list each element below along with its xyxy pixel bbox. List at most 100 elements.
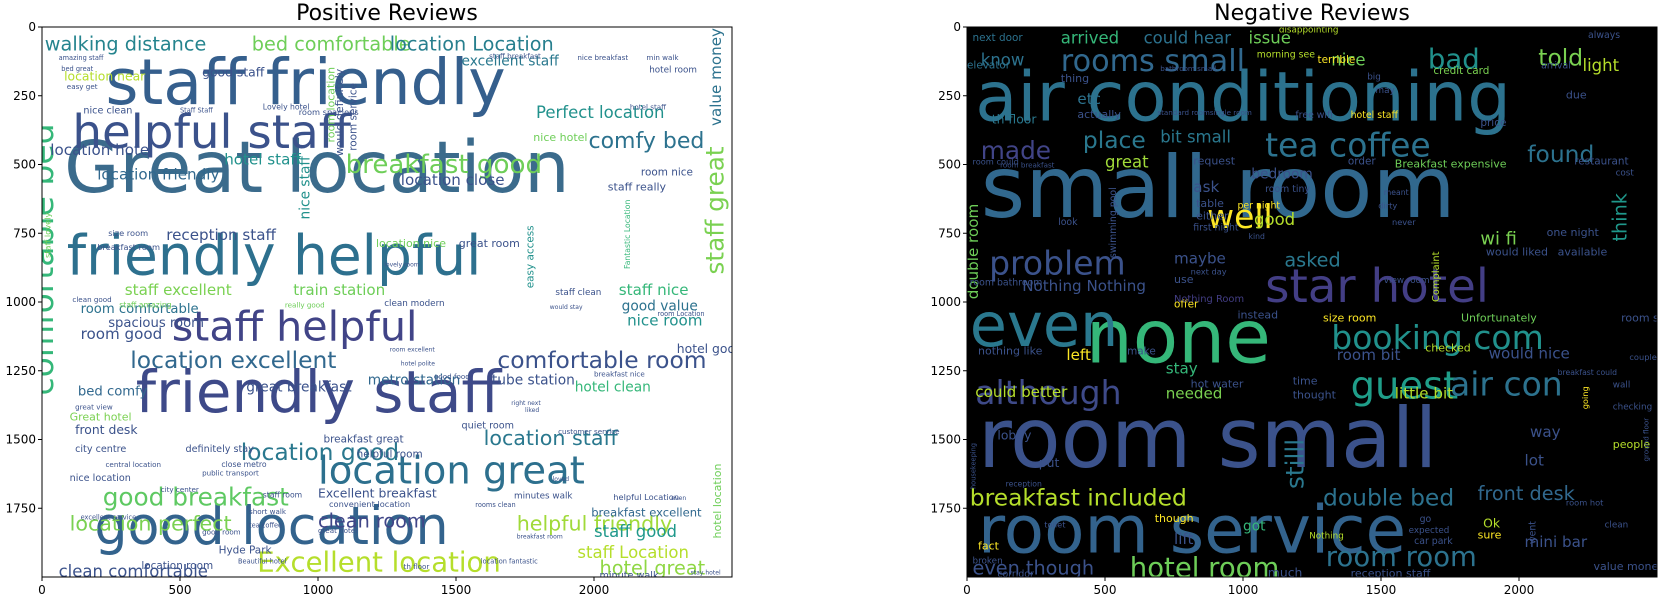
word-86: great hotel bbox=[318, 526, 357, 535]
word-103: per night bbox=[1238, 201, 1281, 212]
y-tick-label: 0 bbox=[28, 20, 36, 34]
word-88: thought bbox=[1293, 388, 1337, 401]
word-64: elevator bbox=[967, 59, 1011, 71]
word-121: would stay bbox=[550, 304, 583, 311]
word-118: hotel polite bbox=[401, 360, 435, 367]
word-40: good value bbox=[622, 298, 698, 314]
y-tick-label: 1750 bbox=[930, 501, 961, 515]
word-14: well bbox=[1207, 197, 1273, 236]
word-74: helpful Location bbox=[613, 492, 679, 502]
word-67: Unfortunately bbox=[1461, 311, 1537, 324]
word-123: liked bbox=[525, 407, 539, 414]
word-26: front desk bbox=[1478, 482, 1576, 505]
word-31: reception staff bbox=[166, 226, 276, 244]
word-131: bathroom small bbox=[1160, 64, 1216, 73]
word-98: terrible bbox=[1318, 54, 1356, 66]
word-11: bed comfortable bbox=[252, 32, 411, 55]
word-134: room could bbox=[973, 157, 1019, 167]
word-125: even bbox=[671, 495, 686, 502]
x-tick-label: 500 bbox=[1094, 583, 1117, 597]
word-89: put bbox=[1039, 456, 1060, 470]
word-58: sure bbox=[1478, 529, 1502, 542]
word-99: morning see bbox=[1257, 49, 1315, 60]
word-36: good bbox=[1254, 210, 1295, 229]
word-7: rooms small bbox=[1061, 44, 1245, 79]
word-85: use bbox=[1174, 273, 1194, 286]
word-128: room Location bbox=[658, 310, 705, 318]
word-18: hotel room bbox=[1130, 552, 1279, 584]
word-84: room spacious bbox=[299, 107, 359, 117]
word-46: spacious room bbox=[108, 316, 204, 331]
word-19: location good bbox=[241, 438, 399, 466]
word-62: nice hotel bbox=[533, 131, 587, 144]
word-48: would nice bbox=[1489, 344, 1570, 362]
word-127: great view bbox=[75, 402, 113, 411]
word-108: view room bbox=[1384, 276, 1430, 286]
word-39: maybe bbox=[1174, 250, 1226, 268]
word-52: Excellent breakfast bbox=[318, 486, 437, 500]
word-18: good breakfast bbox=[103, 483, 289, 512]
word-22: found bbox=[1527, 140, 1594, 168]
word-105: next day bbox=[1191, 267, 1227, 277]
word-20: double bed bbox=[1323, 484, 1454, 512]
word-4: friendly staff bbox=[136, 358, 503, 426]
y-tick-label: 750 bbox=[938, 226, 961, 240]
word-90: staff amazing bbox=[119, 301, 171, 310]
word-0: Great location bbox=[64, 126, 569, 209]
word-138: reception bbox=[1006, 479, 1042, 488]
word-81: request bbox=[1193, 155, 1236, 168]
x-tick-label: 1000 bbox=[303, 583, 334, 597]
word-66: Breakfast expensive bbox=[1395, 157, 1507, 170]
word-6: star hotel bbox=[1265, 260, 1489, 314]
word-52: way bbox=[1530, 423, 1561, 441]
word-112: nice breakfast bbox=[577, 53, 628, 62]
x-tick-label: 0 bbox=[963, 583, 971, 597]
word-8: Excellent location bbox=[257, 547, 500, 579]
word-78: instead bbox=[1238, 309, 1279, 322]
y-tick-label: 250 bbox=[938, 89, 961, 103]
word-130: big bbox=[1367, 72, 1381, 82]
word-22: location perfect bbox=[70, 511, 232, 535]
word-65: nice location bbox=[70, 473, 131, 484]
word-103: th floor bbox=[404, 562, 430, 571]
word-133: single room bbox=[1210, 108, 1252, 117]
word-98: close metro bbox=[221, 460, 266, 469]
word-9: comfortable bed bbox=[22, 123, 61, 395]
word-5: even bbox=[970, 291, 1119, 361]
word-102: room tiny bbox=[1265, 184, 1310, 195]
word-49: excellent staff bbox=[462, 54, 560, 70]
word-63: nice clean bbox=[83, 106, 132, 117]
word-21: helpful friendly bbox=[517, 511, 672, 535]
word-120: clean bbox=[1605, 521, 1629, 531]
y-tick-label: 500 bbox=[938, 158, 961, 172]
x-tick-label: 2000 bbox=[579, 583, 610, 597]
word-67: quiet room bbox=[462, 421, 515, 432]
word-118: go bbox=[1420, 514, 1432, 525]
y-tick-label: 0 bbox=[953, 20, 961, 34]
word-55: Great hotel bbox=[70, 410, 132, 423]
word-1: room small bbox=[978, 391, 1437, 487]
word-109: amazing staff bbox=[59, 54, 104, 62]
x-axis: 0 500 1000 1500 2000 bbox=[963, 577, 1534, 597]
word-87: time bbox=[1293, 375, 1318, 388]
word-104: first night bbox=[1193, 223, 1239, 234]
word-69: staff clean bbox=[555, 288, 601, 298]
word-68: clean modern bbox=[384, 299, 444, 309]
word-54: lift bbox=[1174, 530, 1193, 548]
word-120: lovely room bbox=[384, 261, 420, 268]
word-37: value money bbox=[707, 28, 725, 126]
word-143: meant bbox=[1384, 188, 1409, 197]
word-24: hotel great bbox=[600, 556, 706, 579]
word-122: breakfast room bbox=[517, 534, 563, 541]
word-119: went bbox=[1528, 521, 1539, 544]
word-64: city centre bbox=[75, 444, 126, 455]
y-tick-label: 1250 bbox=[5, 364, 36, 378]
word-123: toilet bbox=[1044, 520, 1066, 530]
word-83: breakfast room bbox=[97, 242, 160, 252]
word-4: none bbox=[1086, 294, 1271, 381]
word-97: Complaint bbox=[1431, 251, 1442, 302]
word-56: much bbox=[1268, 566, 1303, 580]
word-28: know bbox=[981, 51, 1025, 70]
